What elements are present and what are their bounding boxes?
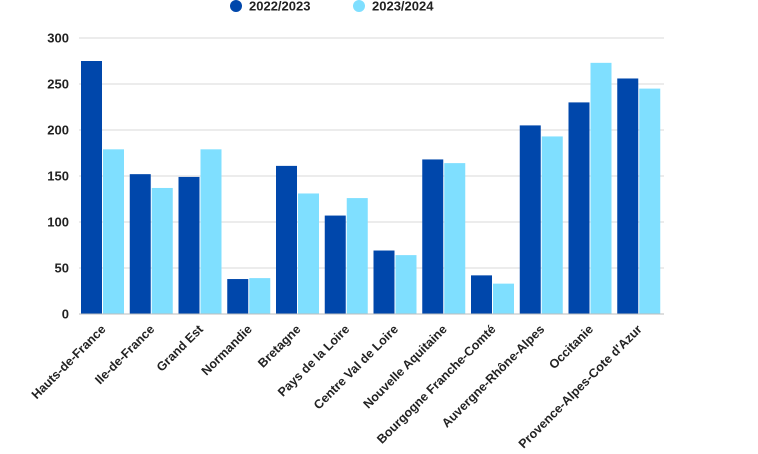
y-tick-label: 250 — [47, 77, 69, 92]
bar-2022-2023 — [129, 174, 151, 314]
bar-2022-2023 — [227, 279, 249, 314]
bars — [81, 61, 661, 315]
bar-2022-2023 — [373, 250, 395, 314]
bar-2022-2023 — [422, 159, 444, 314]
bar-2022-2023 — [178, 176, 200, 314]
legend-label-2023-2024: 2023/2024 — [372, 0, 434, 14]
bar-2023-2024 — [444, 163, 466, 314]
y-axis-ticks: 0 50 100 150 200 250 300 — [47, 31, 69, 322]
bar-2023-2024 — [639, 88, 661, 314]
bar-2023-2024 — [298, 193, 319, 314]
bar-2023-2024 — [493, 283, 514, 314]
x-tick-label: Centre Val de Loire — [311, 322, 401, 412]
bar-2023-2024 — [200, 149, 222, 314]
legend-label-2022-2023: 2022/2023 — [249, 0, 310, 14]
y-tick-label: 100 — [47, 215, 69, 230]
bar-2023-2024 — [151, 187, 173, 314]
legend: 2022/2023 2023/2024 — [230, 0, 434, 14]
x-tick-label: Occitanie — [546, 322, 596, 372]
bar-2023-2024 — [395, 255, 417, 314]
legend-marker-2023-2024 — [353, 0, 365, 12]
bar-2022-2023 — [276, 165, 297, 314]
x-tick-label: Auvergne-Rhône-Alpes — [439, 322, 547, 430]
bar-2022-2023 — [324, 215, 346, 314]
y-tick-label: 50 — [55, 261, 69, 276]
bar-2022-2023 — [568, 102, 590, 315]
y-tick-label: 300 — [47, 31, 69, 46]
bar-2022-2023 — [519, 125, 541, 315]
y-tick-label: 150 — [47, 169, 69, 184]
x-tick-label: Hauts-de-France — [29, 322, 109, 402]
x-tick-label: Nouvelle Aquitaine — [361, 322, 450, 411]
bar-2022-2023 — [617, 78, 639, 314]
x-tick-label: Normandie — [199, 322, 255, 378]
bar-2023-2024 — [590, 62, 612, 315]
x-tick-label: Grand Est — [154, 322, 207, 375]
bar-2023-2024 — [346, 198, 368, 314]
y-tick-label: 200 — [47, 123, 69, 138]
bar-2023-2024 — [541, 136, 563, 314]
x-tick-label: Bretagne — [255, 322, 303, 370]
bar-2022-2023 — [81, 61, 102, 314]
bar-2022-2023 — [471, 275, 492, 314]
y-tick-label: 0 — [62, 307, 69, 322]
legend-marker-2022-2023 — [230, 0, 242, 12]
gridlines — [79, 37, 664, 269]
bar-2023-2024 — [103, 149, 124, 314]
bar-2023-2024 — [249, 278, 271, 314]
